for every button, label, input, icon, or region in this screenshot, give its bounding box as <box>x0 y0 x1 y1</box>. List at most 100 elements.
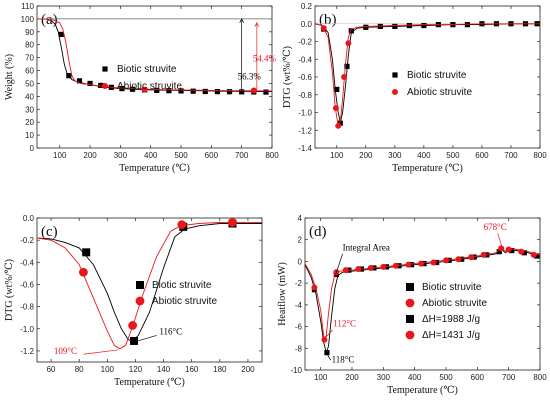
data-point <box>76 78 83 84</box>
legend-label: ΔH=1431 J/g <box>422 330 480 341</box>
data-point <box>421 22 427 29</box>
data-point <box>98 82 104 88</box>
y-tick-label: 90 <box>25 28 34 37</box>
data-point <box>130 336 139 345</box>
x-tick-label: 200 <box>83 151 97 160</box>
panel-b: 100 200 300 400 500 600 700 800 0.2 0.0 -0.2 -0.4 -0… <box>282 2 547 174</box>
data-point <box>58 31 64 37</box>
y-axis-label: Weight (%) <box>4 54 15 100</box>
data-point <box>446 257 452 263</box>
legend-label: ΔH=1988 J/g <box>422 314 480 325</box>
y-tick-label: -0.4 <box>298 55 312 64</box>
legend-marker <box>405 330 415 340</box>
legend-label: Abiotic struvite <box>117 81 182 92</box>
data-point <box>408 262 415 268</box>
y-axis-label: Heatflow (mW) <box>277 262 288 326</box>
y-tick-label: 40 <box>25 92 34 101</box>
y-tick-label: -0.4 <box>20 258 34 267</box>
data-point <box>392 262 399 269</box>
legend-label: Biotic struvite <box>422 282 482 293</box>
annotation-leader <box>497 233 503 247</box>
y-tick-label: -1.2 <box>298 126 312 135</box>
data-point <box>348 28 354 34</box>
x-tick-label: 100 <box>314 373 328 382</box>
annotation-text: 112°C <box>333 319 356 329</box>
data-point <box>87 80 93 87</box>
legend-marker <box>136 281 144 289</box>
data-point <box>518 248 525 255</box>
arrow-head <box>254 22 260 27</box>
x-axis-label: Temperature (℃) <box>387 385 458 396</box>
y-tick-label: -0.2 <box>20 236 34 245</box>
data-point <box>392 23 398 30</box>
x-tick-label: 500 <box>439 373 453 382</box>
data-point <box>434 259 440 266</box>
legend-marker <box>102 66 108 72</box>
y-tick-label: -0.2 <box>298 38 312 47</box>
y-tick-label: 60 <box>25 67 34 76</box>
y-tick-label: -1.0 <box>20 325 34 334</box>
legend-marker <box>135 296 145 306</box>
x-tick-label: 180 <box>213 365 227 374</box>
y-tick-label: 20 <box>25 118 34 127</box>
data-point <box>367 264 374 271</box>
x-tick-label: 600 <box>205 151 219 160</box>
legend-marker <box>406 283 414 291</box>
y-tick-label: 100 <box>21 15 35 24</box>
y-tick-label: 80 <box>25 41 34 50</box>
series-line-abiotic <box>36 221 262 350</box>
y-tick-label: -0.6 <box>298 73 312 82</box>
data-point <box>480 251 487 258</box>
data-point <box>459 256 465 262</box>
x-tick-label: 700 <box>502 373 516 382</box>
y-tick-label: -1.0 <box>298 109 312 118</box>
x-tick-label: 400 <box>144 151 158 160</box>
panel-label: (c) <box>41 224 58 240</box>
series-line-biotic <box>36 223 262 342</box>
y-tick-label: -10 <box>290 366 302 375</box>
y-tick-label: -0.6 <box>20 280 34 289</box>
data-point <box>119 86 125 92</box>
panel-d: 100 200 300 400 500 600 700 800 4 2 0 -2 -4 -6 -8 -10 Te… <box>277 214 547 396</box>
y-tick-label: -8 <box>295 344 303 353</box>
data-point <box>417 260 424 267</box>
data-point <box>337 120 343 126</box>
annotation-text: 56.3% <box>238 72 262 82</box>
y-tick-label: 110 <box>21 2 34 11</box>
data-point <box>226 89 233 95</box>
plot-frame <box>304 217 541 371</box>
y-tick-label: 0 <box>30 144 35 153</box>
data-point <box>345 40 352 47</box>
annotation-text: 116°C <box>159 326 182 336</box>
y-tick-label: -4 <box>295 301 303 310</box>
x-tick-label: 100 <box>53 151 67 160</box>
x-tick-label: 400 <box>408 373 422 382</box>
y-tick-label: 10 <box>25 131 34 140</box>
data-point <box>341 74 348 80</box>
data-point <box>443 257 449 264</box>
panel-c: 60 80 100 120 140 160 180 200 0.0 -0.2 -0.4 -0.6 -0.… <box>4 214 263 388</box>
legend-label: Abiotic struvite <box>152 296 217 307</box>
x-tick-label: 300 <box>377 373 391 382</box>
y-tick-label: 2 <box>298 236 303 245</box>
y-tick-label: 4 <box>298 214 303 223</box>
x-tick-label: 80 <box>75 365 84 374</box>
legend-label: Abiotic struvite <box>422 298 487 309</box>
data-point <box>141 86 148 93</box>
x-tick-label: 200 <box>241 365 255 374</box>
data-point <box>177 220 187 230</box>
data-point <box>396 263 402 269</box>
x-tick-label: 600 <box>475 151 489 160</box>
x-axis-label: Temperature (℃) <box>392 163 463 174</box>
y-tick-label: -1.4 <box>298 144 312 153</box>
legend-marker <box>392 89 398 95</box>
data-point <box>166 88 172 94</box>
legend-marker <box>406 315 414 323</box>
annotation-text: Integral Area <box>343 243 390 253</box>
data-point <box>484 252 490 258</box>
data-point <box>468 254 475 261</box>
x-axis-label: Temperature (℃) <box>119 163 190 174</box>
data-point <box>342 267 349 274</box>
data-point <box>320 25 327 32</box>
legend-label: Biotic struvite <box>117 64 177 75</box>
